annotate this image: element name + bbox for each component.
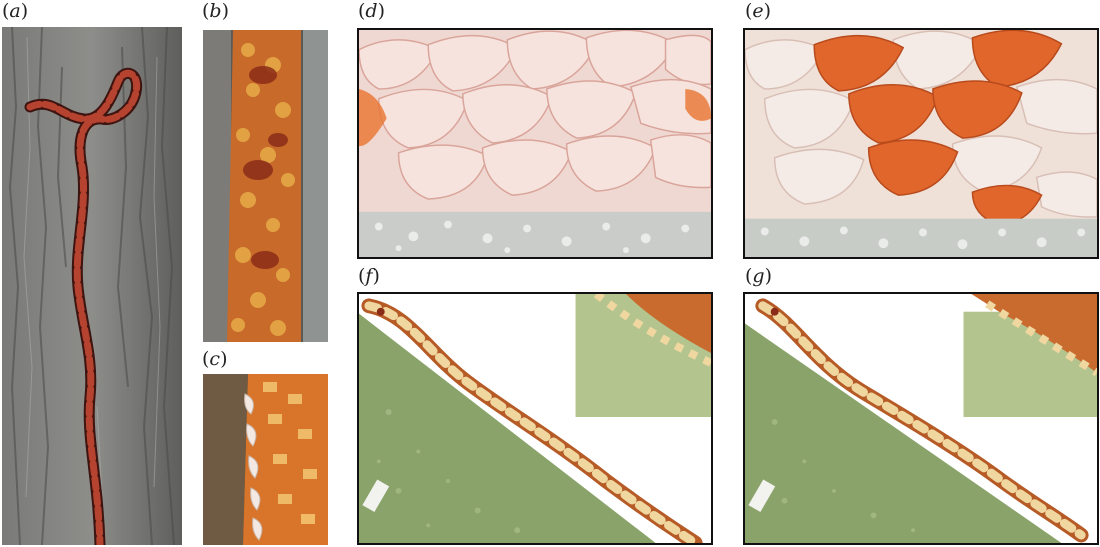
panel-label-b: (b) [202, 0, 230, 22]
panel-e-image [743, 28, 1099, 259]
panel-b-image [203, 30, 328, 342]
ventral-scales-substrate-photo-d [359, 30, 711, 257]
ventral-scales-photo [203, 374, 328, 545]
snake-on-bark-photo [2, 27, 182, 545]
snake-climbing-photo-f [359, 294, 711, 543]
panel-label-c: (c) [202, 348, 228, 370]
panel-label-g: (g) [745, 265, 773, 287]
panel-label-d: (d) [358, 0, 386, 22]
panel-label-e: (e) [745, 0, 772, 22]
panel-f-image [357, 292, 713, 545]
panel-g-image [743, 292, 1099, 545]
panel-c-image [203, 374, 328, 545]
panel-a-image [2, 27, 182, 545]
panel-label-a: (a) [2, 0, 29, 22]
scales-closeup-photo [203, 30, 328, 342]
panel-d-image [357, 28, 713, 259]
panel-label-f: (f) [358, 265, 380, 287]
ventral-scales-substrate-photo-e [745, 30, 1097, 257]
snake-climbing-photo-g [745, 294, 1097, 543]
